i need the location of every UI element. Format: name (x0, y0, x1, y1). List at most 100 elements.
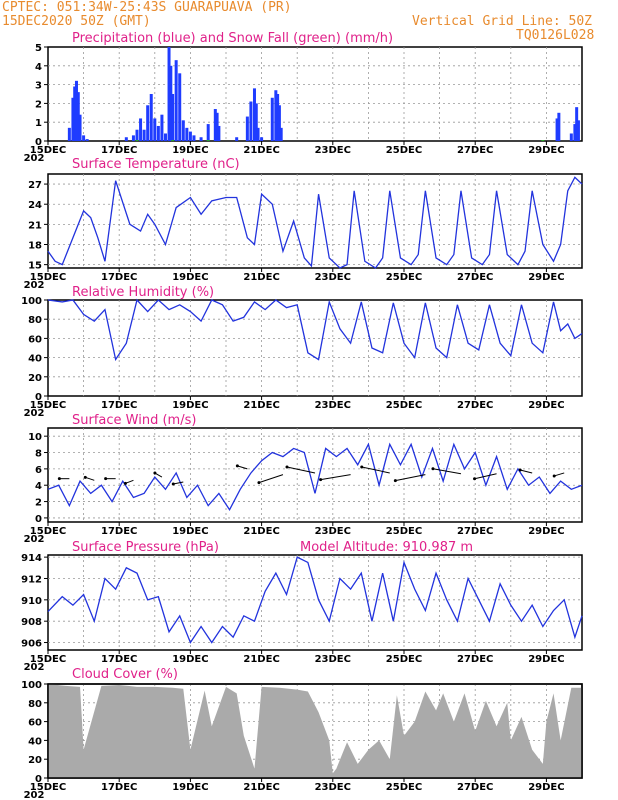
panel-rh: 0 20 40 60 80 100 15DEC 17DEC 19DEC 21DEC 23DEC 25D… (21, 285, 583, 419)
y-tick-label: 914 (21, 553, 42, 564)
y-tick-label: 15 (28, 261, 42, 272)
cloud-area (48, 684, 582, 778)
wind-arrow-head (257, 481, 261, 485)
precip-bar (206, 124, 210, 141)
series-line-temp (47, 176, 583, 269)
precip-bar (149, 94, 153, 141)
y-tick-label: 6 (35, 465, 42, 476)
precip-bar (174, 60, 178, 141)
precip-bar (163, 133, 167, 141)
precip-bar (76, 92, 80, 141)
precip-bar (569, 133, 573, 141)
panel-title: Precipitation (blue) and Snow Fall (gree… (72, 31, 393, 46)
x-tick-label: 21DEC (243, 145, 279, 156)
x-tick-label: 23DEC (315, 145, 351, 156)
precip-bar (167, 47, 171, 141)
station-info: CPTEC: 051:34W-25:43S GUARAPUAVA (PR) (2, 0, 292, 15)
y-tick-label: 20 (28, 755, 42, 766)
precip-bar (235, 137, 239, 141)
series-line-rh (47, 298, 583, 362)
y-tick-label: 912 (21, 574, 42, 585)
precip-bar (142, 129, 146, 141)
wind-arrow-head (57, 477, 61, 481)
precip-bar (573, 124, 577, 141)
precip-bar (171, 94, 175, 141)
precip-bar (252, 88, 256, 141)
precip-bar (557, 112, 561, 141)
panel-annotation: Model Altitude: 910.987 m (300, 540, 473, 555)
year-fragment: 202 (24, 662, 45, 673)
precip-bar (575, 107, 579, 141)
wind-arrow (237, 465, 248, 470)
precip-bar (135, 129, 139, 141)
panel-title: Relative Humidity (%) (72, 285, 214, 300)
x-tick-label: 19DEC (172, 400, 208, 411)
x-tick-label: 21DEC (243, 654, 279, 665)
run-date: 15DEC2020 50Z (GMT) (2, 14, 151, 29)
precip-bar (153, 118, 157, 141)
x-tick-label: 23DEC (315, 782, 351, 793)
wind-arrow-head (319, 478, 323, 482)
x-tick-label: 25DEC (386, 782, 422, 793)
precip-bar (156, 125, 160, 141)
x-tick-label: 19DEC (172, 782, 208, 793)
panel-title: Surface Wind (m/s) (72, 413, 196, 428)
precip-bar (576, 120, 580, 141)
y-tick-label: 60 (28, 718, 42, 729)
wind-arrow-head (285, 465, 289, 469)
y-tick-label: 80 (28, 699, 42, 710)
plot-frame (47, 46, 583, 142)
x-tick-label: 21DEC (243, 782, 279, 793)
panel-pressure: 906 908 910 912 914 15DEC 17DEC 19DEC 21DEC 23DEC… (21, 540, 583, 673)
precip-bar (213, 109, 217, 141)
x-tick-label: 23DEC (315, 654, 351, 665)
wind-arrow-head (473, 477, 477, 481)
y-tick-label: 0 (35, 137, 42, 148)
wind-arrow-head (518, 468, 522, 472)
x-tick-label: 29DEC (528, 400, 564, 411)
panel-title: Cloud Cover (%) (72, 667, 178, 682)
x-tick-label: 29DEC (528, 272, 564, 283)
precip-bar (178, 73, 182, 141)
y-tick-label: 18 (28, 241, 42, 252)
precip-bar (217, 125, 221, 141)
x-tick-label: 25DEC (386, 145, 422, 156)
year-fragment: 202 (24, 790, 45, 800)
wind-arrow (286, 466, 316, 474)
wind-arrow-head (171, 482, 175, 486)
wind-arrow (173, 481, 184, 485)
x-tick-label: 25DEC (386, 526, 422, 537)
wind-arrow-head (83, 475, 87, 479)
precip-bar (82, 135, 86, 141)
panel-title: Surface Pressure (hPa) (72, 540, 219, 555)
panel-wind: 0 2 4 6 8 10 15DEC 17DEC 19DEC 21DEC 23DEC 25DEC 27D… (24, 413, 583, 545)
x-tick-label: 19DEC (172, 654, 208, 665)
y-tick-label: 4 (35, 481, 42, 492)
precip-bar (73, 86, 77, 141)
x-tick-label: 29DEC (528, 145, 564, 156)
x-tick-label: 23DEC (315, 526, 351, 537)
vertical-grid-note: Vertical Grid Line: 50Z (412, 14, 593, 29)
x-tick-label: 25DEC (386, 272, 422, 283)
wind-arrow (85, 476, 95, 481)
x-tick-label: 17DEC (101, 272, 137, 283)
precip-bar (254, 103, 258, 141)
y-tick-label: 2 (35, 99, 42, 110)
x-tick-label: 27DEC (457, 526, 493, 537)
x-tick-label: 15DEC (30, 400, 66, 411)
precip-bar (139, 118, 143, 141)
plot-frame (47, 554, 583, 651)
y-tick-label: 2 (35, 498, 42, 509)
wind-arrow (361, 466, 390, 474)
precip-bar (71, 97, 75, 141)
precip-bar (276, 94, 280, 141)
precip-bar (131, 135, 135, 141)
x-tick-label: 17DEC (101, 526, 137, 537)
wind-arrow (320, 474, 351, 481)
y-tick-label: 0 (35, 774, 42, 785)
year-fragment: 202 (24, 280, 45, 291)
precip-bar (274, 90, 278, 141)
x-tick-label: 21DEC (243, 526, 279, 537)
y-tick-label: 60 (28, 334, 42, 345)
